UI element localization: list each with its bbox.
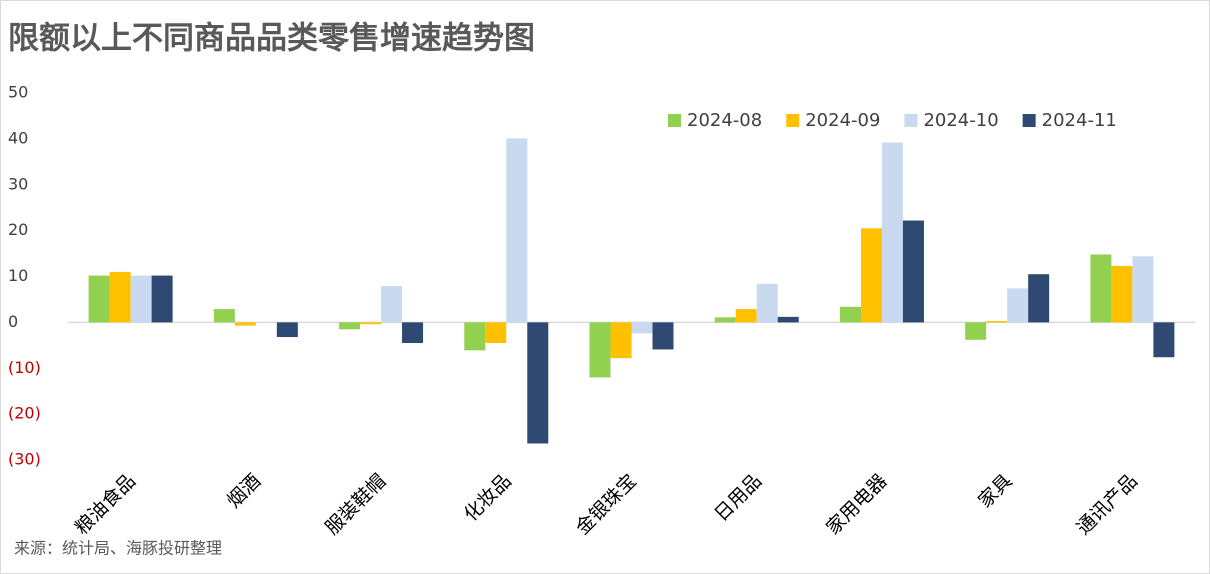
bar: [527, 322, 549, 444]
legend-label: 2024-09: [805, 110, 880, 131]
y-tick-label: 0: [8, 312, 18, 331]
bar: [839, 306, 861, 323]
bar: [1028, 274, 1050, 323]
legend-swatch: [786, 114, 800, 127]
bar: [714, 317, 736, 323]
bar: [276, 322, 298, 338]
bar: [986, 320, 1008, 323]
y-tick-label: 40: [8, 128, 28, 147]
y-tick-label: 20: [8, 220, 28, 239]
bar: [1153, 322, 1175, 358]
legend-swatch: [668, 114, 681, 127]
bar: [213, 309, 235, 323]
bar: [965, 322, 987, 340]
bar: [339, 322, 361, 330]
bar: [735, 309, 757, 323]
legend-swatch: [1022, 114, 1036, 127]
bar: [1132, 256, 1154, 323]
bar: [381, 286, 403, 323]
legend-label: 2024-10: [923, 110, 998, 131]
bar: [881, 142, 903, 323]
bar: [756, 283, 778, 323]
bar: [485, 322, 507, 344]
y-tick-label: (20): [8, 404, 41, 423]
bar: [631, 322, 653, 334]
bar: [652, 322, 674, 350]
chart-title: 限额以上不同商品品类零售增速趋势图: [8, 21, 535, 57]
bar: [234, 322, 256, 326]
bar: [860, 228, 882, 323]
source-note: 来源：统计局、海豚投研整理: [14, 539, 222, 558]
bar: [88, 275, 110, 323]
y-tick-label: (10): [8, 358, 41, 377]
bar: [402, 322, 424, 344]
legend-swatch: [904, 114, 918, 127]
bar: [360, 322, 382, 325]
bar: [610, 322, 632, 359]
y-tick-label: 50: [8, 83, 28, 102]
bar: [902, 220, 924, 323]
bar: [589, 322, 611, 378]
bar: [151, 275, 173, 323]
y-tick-label: 10: [8, 266, 28, 285]
bar: [506, 138, 528, 323]
bar: [109, 271, 131, 323]
bar: [130, 275, 152, 323]
bar: [777, 316, 799, 323]
y-tick-label: (30): [8, 450, 41, 469]
legend-label: 2024-11: [1042, 110, 1117, 131]
y-tick-label: 30: [8, 174, 28, 193]
legend-label: 2024-08: [687, 110, 762, 131]
bar: [464, 322, 486, 351]
bar: [1111, 265, 1133, 323]
bar: [1090, 254, 1112, 323]
bar: [1007, 288, 1029, 323]
